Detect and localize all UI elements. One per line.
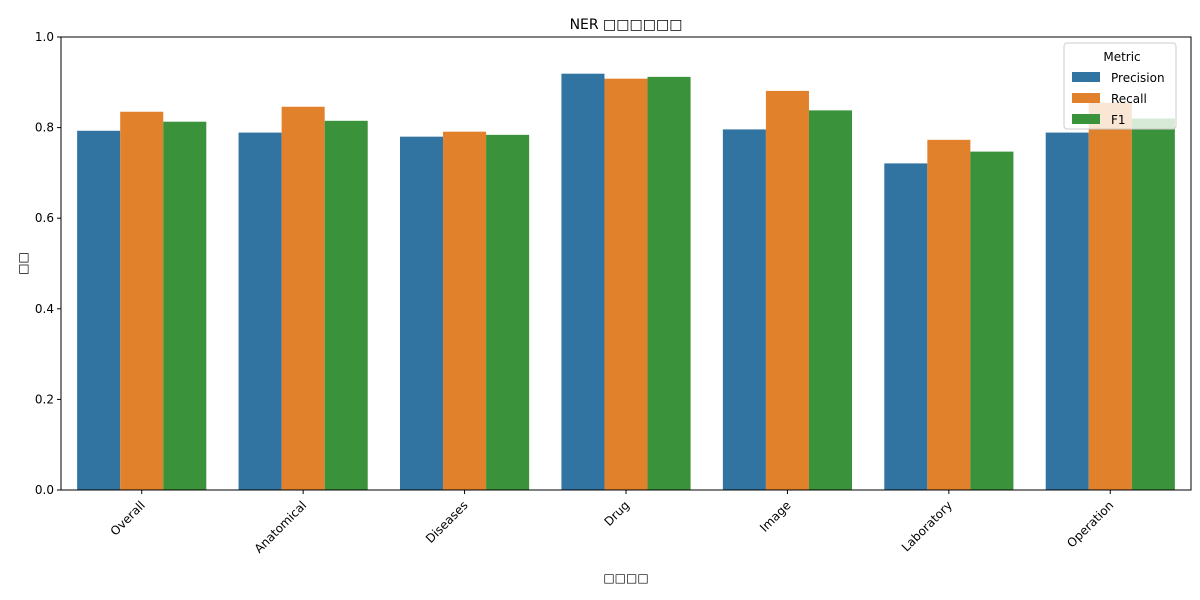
bar-f1-anatomical [324, 120, 368, 491]
legend-label-precision: Precision [1111, 71, 1165, 85]
x-tick-label-laboratory: Laboratory [899, 498, 955, 554]
legend-label-recall: Recall [1111, 92, 1147, 106]
bar-f1-overall [163, 121, 207, 490]
x-tick-label-image: Image [757, 498, 793, 534]
y-axis-label: □□ [16, 252, 30, 275]
bar-recall-drug [604, 78, 648, 491]
x-tick-label-operation: Operation [1064, 498, 1116, 550]
bar-recall-diseases [443, 131, 487, 490]
y-tick-label: 0.8 [35, 121, 54, 135]
x-axis: Overall Anatomical Diseases Drug Image Labora… [108, 490, 1116, 556]
bar-recall-anatomical [281, 106, 325, 491]
bar-precision-laboratory [884, 163, 928, 490]
legend-swatch-precision [1072, 72, 1100, 82]
plot-frame [60, 36, 1192, 491]
x-tick-label-overall: Overall [108, 498, 148, 538]
x-tick-label-drug: Drug [601, 498, 632, 529]
legend-label-f1: F1 [1111, 113, 1126, 127]
x-tick-label-diseases: Diseases [423, 498, 471, 546]
bar-precision-image [722, 129, 766, 491]
bar-recall-laboratory [927, 139, 971, 490]
bar-precision-anatomical [238, 132, 282, 490]
bar-precision-overall [77, 130, 121, 490]
y-tick-label: 0.6 [35, 211, 54, 225]
x-tick-label-anatomical: Anatomical [252, 498, 310, 556]
bar-precision-drug [561, 73, 605, 491]
bar-f1-operation [1131, 118, 1175, 490]
legend-title: Metric [1103, 50, 1140, 64]
bar-recall-operation [1088, 102, 1132, 490]
bar-f1-drug [647, 76, 691, 490]
legend-swatch-recall [1072, 93, 1100, 103]
y-axis: 0.0 0.2 0.4 0.6 0.8 1.0 [35, 30, 61, 497]
bars-group [77, 73, 1175, 491]
bar-precision-operation [1045, 132, 1089, 490]
legend-swatch-f1 [1072, 114, 1100, 124]
bar-precision-diseases [400, 136, 444, 490]
y-tick-label: 1.0 [35, 30, 54, 44]
y-tick-label: 0.2 [35, 392, 54, 406]
x-axis-label: □□□□ [603, 571, 648, 585]
bar-recall-image [765, 90, 809, 491]
y-tick-label: 0.4 [35, 302, 54, 316]
chart-title: NER □□□□□□ [570, 17, 683, 33]
bar-f1-laboratory [970, 151, 1014, 490]
bar-f1-image [808, 110, 852, 491]
legend-box [1063, 42, 1177, 130]
bar-recall-overall [120, 111, 164, 491]
bar-f1-diseases [486, 134, 530, 490]
y-tick-label: 0.0 [35, 483, 54, 497]
legend: Metric Precision Recall F1 [1063, 42, 1177, 130]
